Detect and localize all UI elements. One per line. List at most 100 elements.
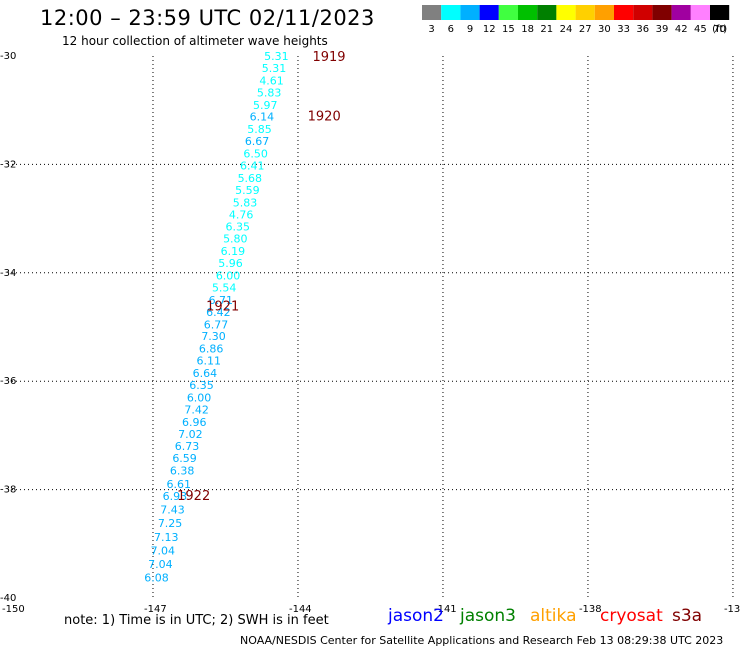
latitude-label: -32 xyxy=(0,159,16,170)
legend-swatch xyxy=(690,5,710,20)
time-label: 1920 xyxy=(308,110,341,125)
longitude-label: -150 xyxy=(2,604,25,615)
legend-swatch xyxy=(518,5,538,20)
wave-height-value: 6.86 xyxy=(199,343,224,356)
legend-tick-label: 3 xyxy=(428,24,434,35)
wave-height-value: 6.00 xyxy=(187,391,212,404)
legend-swatch xyxy=(575,5,595,20)
wave-height-value: 6.77 xyxy=(204,318,229,331)
legend-tick-label: 27 xyxy=(579,24,592,35)
wave-height-value: 6.71 xyxy=(209,294,234,307)
wave-height-value: 6.08 xyxy=(144,571,169,584)
legend-tick-label: 45 xyxy=(694,24,707,35)
satellite-label-s3a: s3a xyxy=(672,606,703,626)
wave-height-value: 7.02 xyxy=(178,428,203,441)
wave-height-value: 5.59 xyxy=(235,184,260,197)
wave-height-value: 6.61 xyxy=(167,478,192,491)
legend-swatch xyxy=(594,5,614,20)
legend-tick-label: 33 xyxy=(617,24,630,35)
chart-subtitle: 12 hour collection of altimeter wave hei… xyxy=(62,34,328,48)
wave-height-value: 5.97 xyxy=(253,99,277,112)
wave-height-value: 7.42 xyxy=(184,403,209,416)
legend-tick-label: 36 xyxy=(636,24,649,35)
wave-height-value: 5.31 xyxy=(262,62,287,75)
legend-swatch xyxy=(556,5,576,20)
latitude-label: -30 xyxy=(0,51,16,62)
longitude-label: -141 xyxy=(434,604,457,615)
wave-height-value: 7.04 xyxy=(151,544,176,557)
legend-unit: (ft) xyxy=(712,24,727,35)
latitude-label: -36 xyxy=(0,376,16,387)
wave-height-value: 6.19 xyxy=(221,245,246,258)
satellite-label-jason2: jason2 xyxy=(388,606,444,626)
wave-height-value: 7.13 xyxy=(154,531,179,544)
wave-height-value: 6.00 xyxy=(216,270,241,283)
legend-swatch xyxy=(710,5,730,20)
time-label: 1921 xyxy=(206,299,239,314)
longitude-label: -144 xyxy=(289,604,312,615)
satellite-label-jason3: jason3 xyxy=(460,606,516,626)
wave-height-value: 5.68 xyxy=(238,172,263,185)
legend-swatch xyxy=(460,5,480,20)
wave-height-value: 7.04 xyxy=(148,558,173,571)
wave-height-value: 6.35 xyxy=(225,221,250,234)
legend-tick-label: 42 xyxy=(675,24,688,35)
wave-height-value: 7.43 xyxy=(160,504,185,517)
wave-height-value: 5.83 xyxy=(257,86,282,99)
wave-height-value: 6.96 xyxy=(182,416,207,429)
legend-tick-label: 30 xyxy=(598,24,611,35)
latitude-label: -40 xyxy=(0,593,16,604)
legend-tick-label: 39 xyxy=(656,24,669,35)
legend-swatch xyxy=(422,5,442,20)
wave-height-value: 6.41 xyxy=(240,159,265,172)
wave-height-value: 7.25 xyxy=(158,517,183,530)
time-label: 1919 xyxy=(312,50,345,65)
wave-height-value: 6.50 xyxy=(243,148,268,161)
legend-tick-label: 24 xyxy=(560,24,573,35)
wave-height-value: 4.76 xyxy=(229,208,254,221)
legend-tick-label: 9 xyxy=(467,24,473,35)
wave-height-value: 7.30 xyxy=(201,330,226,343)
legend-swatch xyxy=(652,5,672,20)
legend-swatch xyxy=(441,5,461,20)
legend-tick-label: 12 xyxy=(483,24,496,35)
wave-height-value: 6.73 xyxy=(175,440,200,453)
wave-height-value: 5.96 xyxy=(218,257,243,270)
wave-height-value: 6.93 xyxy=(163,490,188,503)
wave-height-value: 6.67 xyxy=(245,135,270,148)
wave-height-value: 6.42 xyxy=(206,306,231,319)
wave-height-value: 6.11 xyxy=(196,355,221,368)
longitude-label: -147 xyxy=(144,604,167,615)
color-scale-legend: 3 6 9 12 15 18 21 24 27 30 33 36 39 42 45 70(ft) xyxy=(422,5,730,35)
legend-swatch xyxy=(498,5,518,20)
wave-height-value: 5.31 xyxy=(264,50,289,63)
latitude-label: -34 xyxy=(0,268,16,279)
legend-swatch xyxy=(671,5,691,20)
latitude-label: -38 xyxy=(0,485,16,496)
legend-swatch xyxy=(633,5,653,20)
wave-height-value: 5.85 xyxy=(247,123,272,136)
wave-height-value: 6.35 xyxy=(189,379,214,392)
legend-swatch xyxy=(537,5,557,20)
wave-height-value: 6.64 xyxy=(193,367,218,380)
legend-tick-label: 21 xyxy=(540,24,553,35)
wave-height-value: 4.61 xyxy=(259,74,284,87)
footnote: note: 1) Time is in UTC; 2) SWH is in fe… xyxy=(64,613,329,628)
wave-height-value: 6.38 xyxy=(170,465,195,478)
credit-line: NOAA/NESDIS Center for Satellite Applica… xyxy=(240,634,724,647)
time-label: 1922 xyxy=(177,489,210,504)
longitude-label: -13 xyxy=(724,604,740,615)
wave-height-value: 5.54 xyxy=(212,281,237,294)
wave-height-value: 6.14 xyxy=(250,111,275,124)
wave-height-value: 5.83 xyxy=(233,196,258,209)
wave-height-value: 6.59 xyxy=(172,452,197,465)
satellite-label-altika: altika xyxy=(530,606,577,626)
chart-title: 12:00 – 23:59 UTC 02/11/2023 xyxy=(40,6,375,30)
legend-swatch xyxy=(479,5,499,20)
legend-tick-label: 70 xyxy=(713,24,726,35)
wave-height-value: 5.80 xyxy=(223,233,248,246)
legend-tick-label: 6 xyxy=(448,24,454,35)
longitude-label: -138 xyxy=(579,604,602,615)
legend-tick-label: 18 xyxy=(521,24,534,35)
